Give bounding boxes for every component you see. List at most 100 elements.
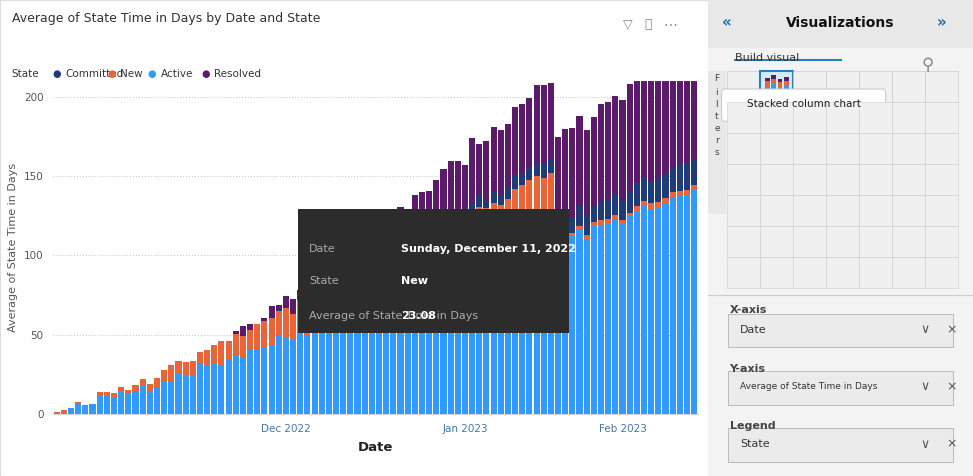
FancyBboxPatch shape [727,195,760,226]
FancyBboxPatch shape [793,164,826,195]
Bar [484,140,489,201]
Bar [262,347,268,414]
Bar [520,185,525,250]
Bar [520,250,525,414]
Text: t: t [715,112,719,121]
Bar [412,243,417,292]
Text: Legend: Legend [730,421,775,431]
Bar [218,341,225,365]
Bar [448,215,453,221]
Bar [247,349,253,414]
Bar [333,286,339,320]
FancyBboxPatch shape [925,195,958,226]
Text: Average of State Time in Days: Average of State Time in Days [740,383,878,391]
Bar [708,0,973,48]
Bar [233,355,238,414]
Bar [484,201,489,208]
Bar [677,42,683,163]
Bar [218,365,225,414]
Bar [383,263,389,305]
Bar [333,284,339,286]
Bar [354,278,361,314]
Bar [233,334,238,355]
Bar [190,361,196,375]
Bar [175,361,182,374]
FancyBboxPatch shape [793,226,826,257]
FancyBboxPatch shape [793,133,826,164]
Bar [441,169,447,218]
Bar [54,413,59,414]
Bar [655,178,662,202]
FancyBboxPatch shape [896,50,959,74]
Bar [426,191,432,237]
Bar [462,276,468,414]
Bar [772,75,776,79]
Bar [490,192,496,203]
Bar [533,246,540,414]
Bar [362,270,368,271]
Bar [576,226,583,229]
Bar [520,173,525,185]
FancyBboxPatch shape [925,133,958,164]
Bar [627,216,632,414]
Bar [627,213,632,216]
Bar [784,81,788,86]
Bar [584,239,590,414]
Text: ●: ● [148,69,157,79]
Bar [469,212,475,271]
Bar [333,320,339,414]
Bar [598,201,604,220]
Bar [226,360,232,414]
Bar [765,87,770,98]
Bar [441,218,447,226]
Text: Date: Date [308,244,336,254]
Bar [548,173,554,246]
Bar [354,249,361,274]
FancyBboxPatch shape [892,195,925,226]
Bar [211,346,217,363]
Bar [283,338,289,414]
FancyBboxPatch shape [826,257,859,288]
Bar [784,86,788,98]
Bar [275,335,282,414]
Bar [326,275,332,293]
Bar [369,313,375,414]
FancyBboxPatch shape [793,195,826,226]
Bar [183,376,189,414]
Bar [376,232,382,258]
Bar [390,254,396,297]
Bar [498,196,504,205]
Bar [111,398,117,414]
FancyBboxPatch shape [760,71,793,102]
FancyBboxPatch shape [826,164,859,195]
Bar [669,50,675,168]
Bar [490,265,496,414]
Bar [677,196,683,414]
Bar [627,191,632,213]
Bar [433,225,440,231]
Bar [405,301,411,414]
Bar [633,212,640,414]
X-axis label: Date: Date [358,441,393,454]
Bar [90,404,95,414]
Text: Average of State Time in Days by Date and State: Average of State Time in Days by Date an… [12,12,320,25]
Bar [641,201,647,206]
Bar [333,268,339,284]
FancyBboxPatch shape [826,71,859,102]
Bar [376,262,382,308]
Bar [684,38,690,163]
Bar [512,107,519,175]
Bar [126,393,131,414]
Bar [211,363,217,414]
Text: State: State [308,276,339,286]
Bar [605,224,611,414]
Bar [347,255,353,274]
Text: e: e [714,124,720,133]
Bar [605,101,611,200]
Bar [655,68,662,178]
Bar [548,83,554,159]
Text: r: r [715,136,719,145]
Bar [576,229,583,414]
Bar [183,362,189,376]
Bar [454,280,461,414]
